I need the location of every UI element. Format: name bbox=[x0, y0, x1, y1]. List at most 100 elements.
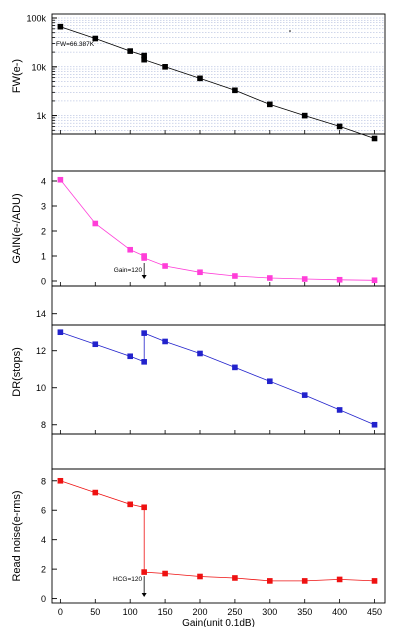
chart-panel-2: 0 1 2 3 4 GAIN(e-/ADU) Gain=120 bbox=[11, 176, 378, 287]
y-tick-label: 100k bbox=[26, 14, 46, 24]
data-point bbox=[301, 392, 308, 398]
data-point bbox=[301, 112, 308, 119]
data-point bbox=[127, 353, 133, 360]
y-tick-label: 0 bbox=[41, 277, 46, 287]
x-tick-label: 0 bbox=[58, 607, 63, 617]
data-point bbox=[92, 489, 99, 496]
panel-frame-6 bbox=[51, 468, 386, 604]
y-tick-label: 8 bbox=[41, 420, 46, 430]
annotation-text: HCG=120 bbox=[113, 576, 142, 583]
data-point bbox=[267, 275, 273, 281]
y-tick-label: 4 bbox=[41, 535, 46, 545]
series-line bbox=[60, 179, 375, 281]
y-tick-label: 10k bbox=[31, 62, 46, 72]
data-point bbox=[197, 350, 203, 357]
data-point bbox=[197, 269, 203, 276]
data-point bbox=[127, 48, 133, 54]
data-point bbox=[197, 75, 203, 82]
y-tick-label: 12 bbox=[36, 346, 46, 356]
y-tick-label: 2 bbox=[41, 227, 46, 237]
x-tick-label: 300 bbox=[262, 607, 277, 617]
data-point bbox=[92, 35, 99, 42]
x-axis: 0 50 100 150 200 250 300 350 400 450 Gain(unit 0.1… bbox=[58, 607, 382, 627]
x-tick-label: 350 bbox=[297, 607, 312, 617]
blank-panel-frame-5 bbox=[51, 433, 386, 470]
data-point bbox=[57, 329, 64, 336]
blank-panel-frame-3 bbox=[51, 285, 386, 326]
x-tick-label: 150 bbox=[158, 607, 173, 617]
data-point bbox=[232, 87, 238, 94]
data-point bbox=[371, 135, 378, 142]
data-point bbox=[371, 277, 378, 284]
data-point bbox=[232, 575, 238, 581]
data-point bbox=[336, 123, 343, 130]
data-point bbox=[267, 378, 273, 385]
x-tick-label: 400 bbox=[332, 607, 347, 617]
data-point bbox=[57, 176, 64, 183]
data-point bbox=[57, 477, 64, 484]
data-point bbox=[141, 330, 147, 336]
panel-frame-4 bbox=[51, 324, 386, 435]
blank-panel-frame-1 bbox=[51, 133, 386, 172]
data-point bbox=[141, 52, 147, 59]
x-tick-label: 250 bbox=[227, 607, 242, 617]
y-tick-label: 3 bbox=[41, 202, 46, 212]
series-line bbox=[60, 480, 375, 582]
data-point bbox=[141, 504, 147, 511]
series-line bbox=[60, 26, 375, 139]
chart-panel-4: 0 2 4 6 8 Read noise(e-rms) HCG=120 bbox=[11, 476, 378, 604]
y-tick-label: 14 bbox=[36, 309, 46, 319]
stray-mark bbox=[289, 30, 291, 32]
y-tick-label: 6 bbox=[41, 506, 46, 516]
y-tick-label: 1 bbox=[41, 252, 46, 262]
data-point bbox=[301, 578, 308, 584]
x-tick-label: 100 bbox=[123, 607, 138, 617]
data-point bbox=[162, 263, 168, 269]
data-point bbox=[301, 276, 308, 282]
x-tick-label: 450 bbox=[367, 607, 382, 617]
y-axis-label: Read noise(e-rms) bbox=[11, 490, 23, 581]
data-point bbox=[197, 573, 203, 580]
y-tick-label: 0 bbox=[41, 594, 46, 604]
data-point bbox=[127, 501, 133, 508]
y-tick-label: 1k bbox=[36, 111, 46, 121]
chart-panel-3: 8 10 12 14 DR(stops) bbox=[11, 309, 378, 434]
data-point bbox=[92, 341, 99, 348]
data-point bbox=[57, 23, 64, 30]
annotation-text: Gain=120 bbox=[114, 267, 143, 274]
chart-panel-1: 1k 10k 100k FW(e-) FW=66.387K bbox=[11, 14, 385, 142]
data-point bbox=[127, 246, 133, 253]
data-point bbox=[141, 56, 147, 63]
data-point bbox=[141, 255, 147, 261]
y-tick-label: 4 bbox=[41, 177, 46, 187]
data-point bbox=[232, 364, 238, 371]
y-axis-label: DR(stops) bbox=[11, 347, 23, 397]
y-tick-label: 2 bbox=[41, 565, 46, 575]
data-point bbox=[162, 338, 168, 345]
y-tick-label: 8 bbox=[41, 476, 46, 486]
annotation-arrowhead bbox=[141, 593, 147, 597]
data-point bbox=[371, 421, 378, 428]
y-axis-label: GAIN(e-/ADU) bbox=[11, 193, 23, 263]
data-point bbox=[336, 276, 343, 283]
data-point bbox=[371, 578, 378, 584]
data-point bbox=[336, 407, 343, 413]
y-axis-label: FW(e-) bbox=[11, 59, 23, 93]
data-point bbox=[336, 576, 343, 583]
data-point bbox=[141, 569, 147, 575]
data-point bbox=[92, 220, 99, 227]
panel-frame-0 bbox=[51, 13, 386, 135]
x-axis-label: Gain(unit 0.1dB) bbox=[182, 618, 255, 627]
x-tick-label: 50 bbox=[90, 607, 100, 617]
data-point bbox=[267, 101, 273, 108]
data-point bbox=[232, 273, 238, 279]
data-point bbox=[162, 570, 168, 577]
data-point bbox=[141, 359, 147, 365]
annotation-text: FW=66.387K bbox=[56, 41, 95, 48]
data-point bbox=[267, 578, 273, 584]
y-tick-label: 10 bbox=[36, 383, 46, 393]
annotation-arrowhead bbox=[141, 275, 147, 279]
series-line bbox=[60, 331, 375, 426]
data-point bbox=[162, 64, 168, 70]
